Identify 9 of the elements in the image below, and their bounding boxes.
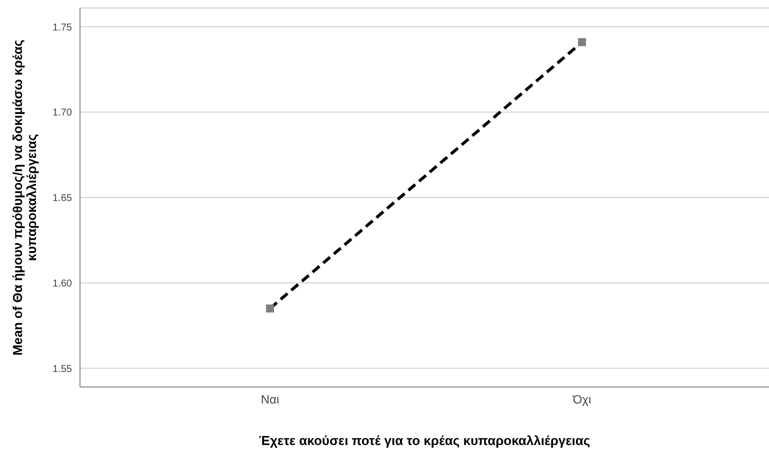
x-axis-title: Έχετε ακούσει ποτέ για το κρέας κυπαροκαλλιέργειας	[258, 433, 590, 448]
y-tick-label: 1.70	[52, 108, 72, 119]
y-axis-title: Mean of Θα ήμουν πρόθυμος/η να δοκιμάσω κρέας κυπαροκαλλιέργειας	[10, 39, 39, 356]
y-tick-label: 1.55	[52, 364, 72, 375]
x-tick-label: Ναι	[260, 392, 280, 407]
y-tick-label: 1.75	[52, 22, 72, 34]
y-tick-label: 1.60	[52, 278, 72, 290]
y-tick-label: 1.65	[52, 193, 72, 204]
x-tick-label: Όχι	[572, 392, 592, 407]
